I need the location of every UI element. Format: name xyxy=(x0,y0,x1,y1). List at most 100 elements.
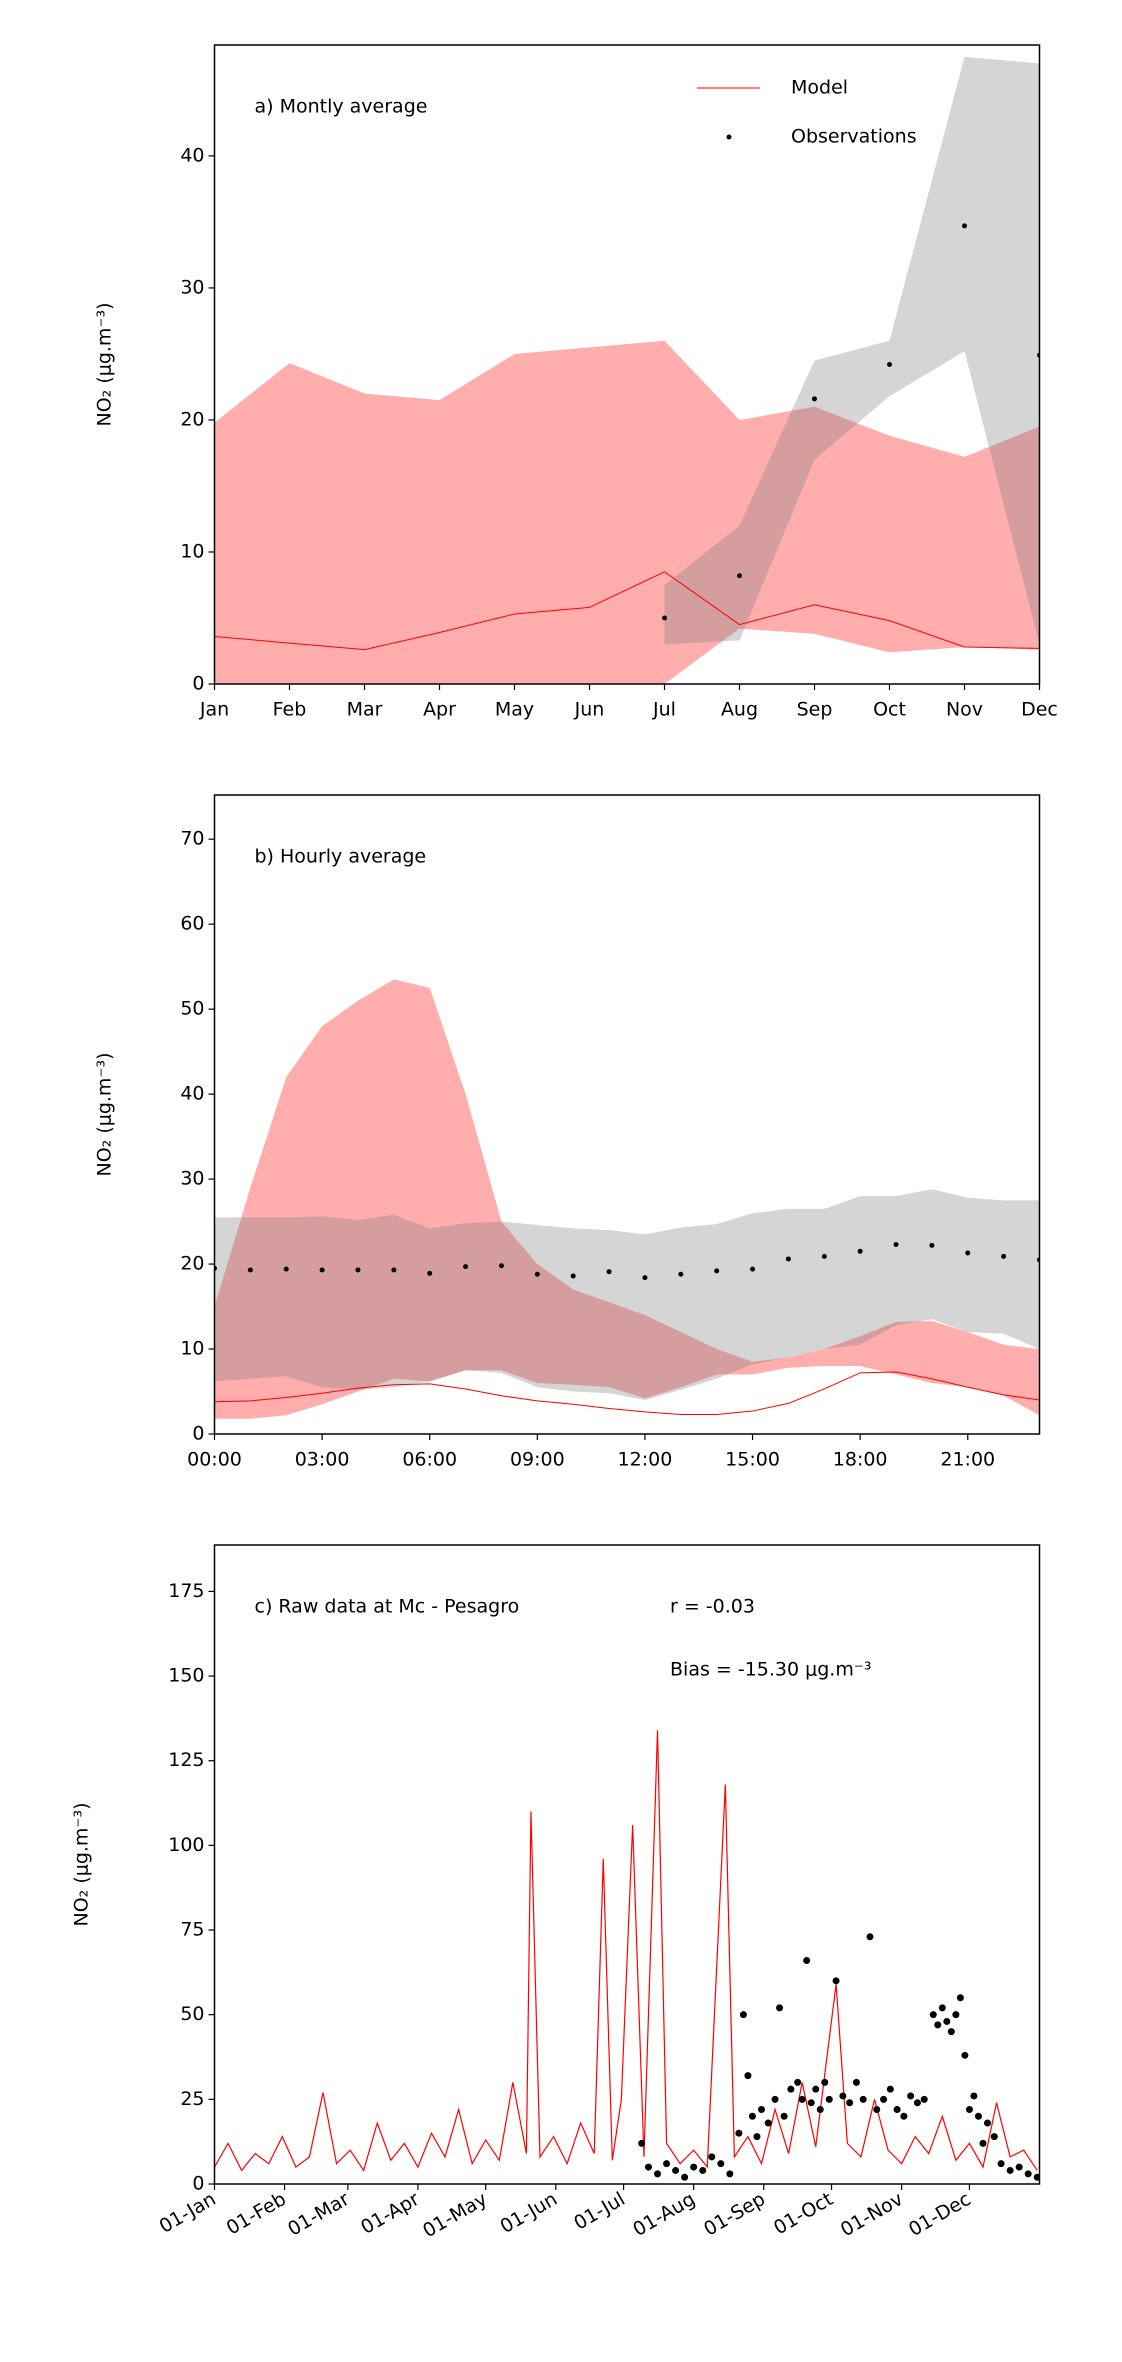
legend-label: Observations xyxy=(791,126,917,148)
range-band xyxy=(214,979,1040,1419)
observation-dot xyxy=(929,1242,935,1248)
observation-dot xyxy=(807,2099,815,2107)
observation-dot xyxy=(832,1977,840,1985)
x-tick-label: 01-Sep xyxy=(700,2188,769,2240)
x-tick-label: 01-Jul xyxy=(570,2188,629,2235)
observation-dot xyxy=(283,1266,289,1272)
x-tick-label: Oct xyxy=(873,699,906,721)
observation-dot xyxy=(965,1250,971,1256)
observation-dot xyxy=(534,1271,540,1277)
observation-dot xyxy=(920,2095,928,2103)
stat-annotation: Bias = -15.30 μg.m⁻³ xyxy=(670,1659,872,1681)
x-tick-label: 01-Dec xyxy=(905,2188,975,2241)
x-tick-label: Aug xyxy=(721,699,758,721)
observation-dot xyxy=(1006,2166,1014,2174)
observation-dot xyxy=(859,2095,867,2103)
x-tick-label: Nov xyxy=(946,699,983,721)
observation-dot xyxy=(654,2170,662,2178)
observation-dot xyxy=(757,2106,765,2114)
x-tick-label: 21:00 xyxy=(940,1449,995,1471)
x-tick-label: 01-Apr xyxy=(357,2188,423,2239)
x-tick-label: 03:00 xyxy=(295,1449,350,1471)
observation-dot xyxy=(803,1957,811,1965)
x-tick-label: 06:00 xyxy=(402,1449,457,1471)
x-tick-label: 09:00 xyxy=(510,1449,565,1471)
y-tick-label: 10 xyxy=(180,540,204,562)
observation-dot xyxy=(886,2085,894,2093)
x-tick-label: 01-Nov xyxy=(837,2188,907,2241)
observation-dot xyxy=(798,2095,806,2103)
observation-dot xyxy=(787,2085,795,2093)
y-tick-label: 125 xyxy=(168,1749,204,1771)
plot-area xyxy=(214,56,1040,684)
y-tick-label: 20 xyxy=(180,1253,204,1275)
observation-dot xyxy=(606,1269,612,1275)
observation-dot xyxy=(913,2099,921,2107)
observation-dot xyxy=(893,1242,899,1248)
observation-dot xyxy=(974,2112,982,2120)
x-tick-label: 01-Jan xyxy=(156,2188,220,2238)
y-tick-label: 30 xyxy=(180,1168,204,1190)
observation-dot xyxy=(979,2139,987,2147)
observation-dot xyxy=(812,396,817,402)
observation-dot xyxy=(737,573,742,579)
observation-dot xyxy=(570,1273,576,1279)
observation-dot xyxy=(970,2092,978,2100)
observation-dot xyxy=(997,2160,1005,2168)
y-tick-label: 100 xyxy=(168,1834,204,1856)
observation-dot xyxy=(638,2139,646,2147)
observation-dot xyxy=(929,2011,937,2019)
range-band xyxy=(214,1189,1040,1401)
observation-dot xyxy=(857,1248,863,1254)
observation-dot xyxy=(739,2011,747,2019)
observation-dot xyxy=(821,1253,827,1259)
observation-dot xyxy=(672,2166,680,2174)
observation-dot xyxy=(642,1275,648,1281)
plot-frame xyxy=(213,1544,1041,2185)
plot-frame xyxy=(213,44,1041,685)
x-tick-label: Jul xyxy=(652,699,676,721)
y-tick-label: 0 xyxy=(192,2173,204,2195)
model-line xyxy=(214,1730,1038,2172)
observation-dot xyxy=(947,2028,955,2036)
observation-dot xyxy=(873,2106,881,2114)
observation-dot xyxy=(907,2092,915,2100)
observation-dot xyxy=(900,2112,908,2120)
x-tick-label: Feb xyxy=(273,699,307,721)
x-tick-label: 12:00 xyxy=(618,1449,673,1471)
observation-dot xyxy=(355,1267,361,1273)
observation-dot xyxy=(753,2133,761,2141)
panel-annotation: a) Montly average xyxy=(255,96,428,118)
y-tick-label: 50 xyxy=(180,2003,204,2025)
observation-dot xyxy=(846,2099,854,2107)
observation-dot xyxy=(764,2119,772,2127)
observation-dot xyxy=(427,1270,433,1276)
observation-dot xyxy=(990,2133,998,2141)
observation-dot xyxy=(748,2112,756,2120)
observation-dot xyxy=(771,2095,779,2103)
observation-dot xyxy=(956,1994,964,2002)
x-tick-label: 18:00 xyxy=(833,1449,888,1471)
observation-dot xyxy=(880,2095,888,2103)
y-axis-label: NO₂ (μg.m⁻³) xyxy=(71,1803,93,1927)
range-band xyxy=(664,56,1040,645)
legend-label: Model xyxy=(791,77,848,99)
x-tick-label: Mar xyxy=(347,699,383,721)
y-tick-label: 70 xyxy=(180,828,204,850)
observation-dot xyxy=(821,2078,829,2086)
y-tick-label: 40 xyxy=(180,144,204,166)
observation-dot xyxy=(1024,2170,1032,2178)
plot-area xyxy=(214,1730,1040,2181)
observation-dot xyxy=(644,2163,652,2171)
y-tick-label: 150 xyxy=(168,1665,204,1687)
x-tick-label: 00:00 xyxy=(187,1449,242,1471)
stat-annotation: r = -0.03 xyxy=(670,1596,755,1618)
observation-dot xyxy=(699,2166,707,2174)
x-tick-label: 01-Jun xyxy=(497,2188,562,2238)
observation-dot xyxy=(750,1266,756,1272)
observation-dot xyxy=(893,2106,901,2114)
observation-dot xyxy=(852,2078,860,2086)
observation-dot xyxy=(1015,2163,1023,2171)
observation-dot xyxy=(681,2173,689,2181)
observation-dot xyxy=(678,1271,684,1277)
